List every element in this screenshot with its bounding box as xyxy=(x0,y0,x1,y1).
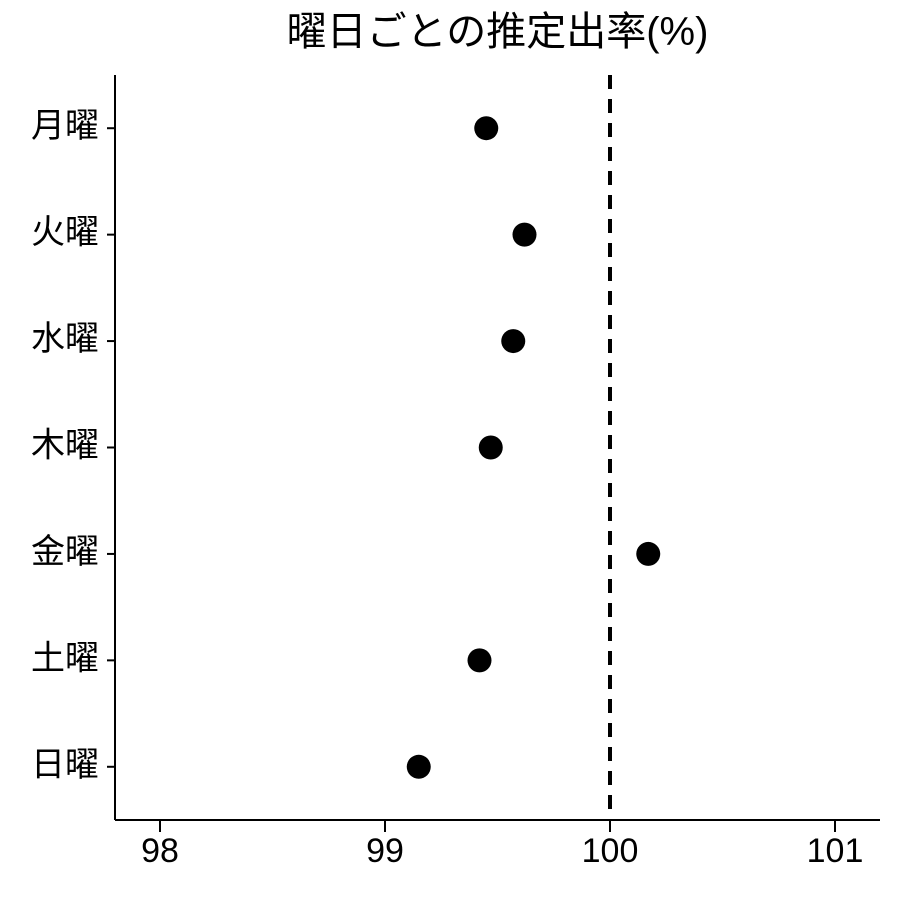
data-point xyxy=(474,116,498,140)
data-point xyxy=(501,329,525,353)
y-tick-label: 火曜 xyxy=(31,214,99,252)
x-tick-label: 101 xyxy=(807,832,864,870)
dot-chart: 曜日ごとの推定出率(%) 月曜火曜水曜木曜金曜土曜日曜 98 99 100 101 xyxy=(0,0,900,900)
data-point xyxy=(479,436,503,460)
x-tick-label: 100 xyxy=(582,832,639,870)
chart-title: 曜日ごとの推定出率(%) xyxy=(287,10,709,54)
y-tick-label: 木曜 xyxy=(31,426,99,464)
x-tick-label: 98 xyxy=(141,832,179,870)
y-tick-label: 月曜 xyxy=(31,107,99,145)
y-tick-label: 土曜 xyxy=(31,639,99,677)
y-tick-label: 水曜 xyxy=(31,320,99,358)
data-point xyxy=(468,648,492,672)
data-point xyxy=(407,755,431,779)
x-tick-label: 99 xyxy=(366,832,404,870)
data-point xyxy=(513,223,537,247)
data-point xyxy=(636,542,660,566)
y-tick-label: 日曜 xyxy=(31,746,99,784)
y-tick-label: 金曜 xyxy=(31,533,99,571)
chart-container: 曜日ごとの推定出率(%) 月曜火曜水曜木曜金曜土曜日曜 98 99 100 101 xyxy=(0,0,900,900)
